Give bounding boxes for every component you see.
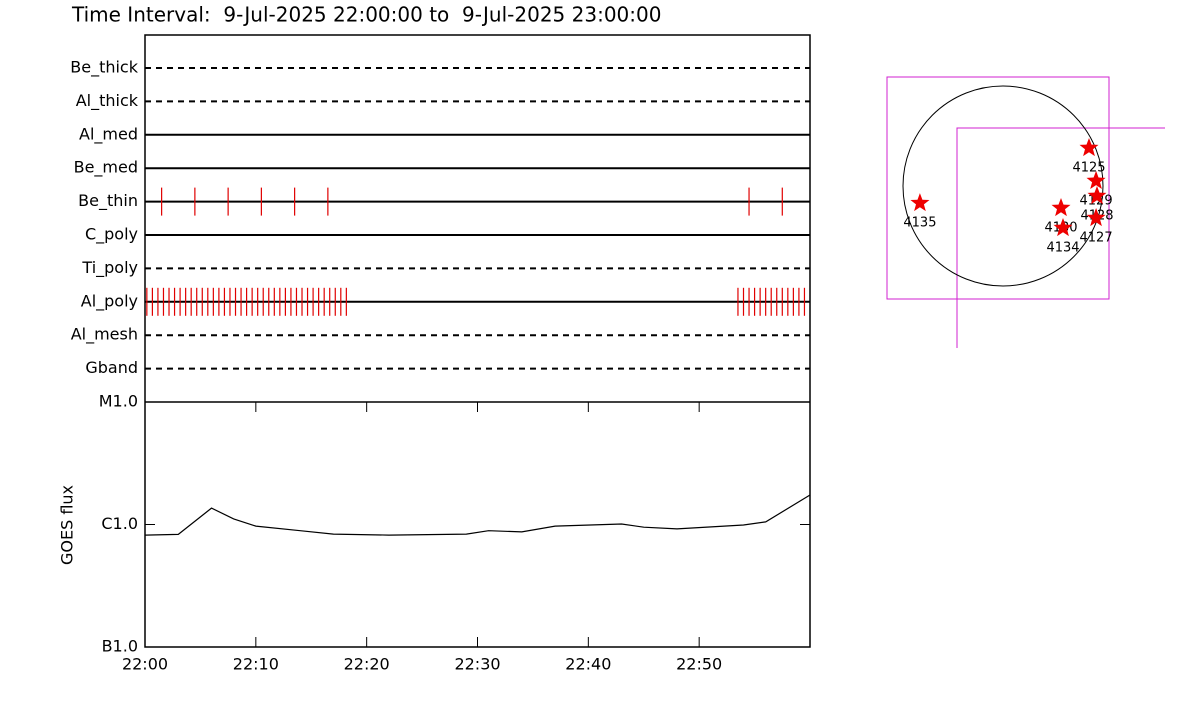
lane-label: Ti_poly [81,258,138,278]
region-label: 4129 [1080,193,1113,208]
chart-title: Time Interval: 9-Jul-2025 22:00:00 to 9-… [71,3,661,27]
region-marker [1053,218,1073,237]
lane-label: Al_mesh [71,325,138,345]
lane-label: Al_med [79,124,138,144]
y-tick-label: B1.0 [102,637,138,656]
region-marker [1087,186,1107,205]
lane-label: Be_thick [70,58,138,78]
region-marker [1086,208,1106,227]
lane-label: C_poly [85,225,138,245]
region-marker [1051,198,1071,217]
y-tick-label: M1.0 [99,392,138,411]
region-marker [910,193,930,212]
region-label: 4134 [1046,241,1079,256]
x-tick-label: 22:30 [454,655,500,674]
region-label: 4125 [1072,161,1105,176]
goes-line [144,494,811,536]
lane-label: Be_med [74,158,138,178]
region-label: 4135 [903,216,936,231]
region-marker [1079,138,1099,157]
region-marker [1086,170,1106,189]
region-label: 4127 [1080,231,1113,246]
lane-label: Be_thin [78,191,138,211]
fov-box [886,76,1110,300]
lane-label: Al_thick [76,91,139,111]
x-tick-label: 22:20 [344,655,390,674]
x-tick-label: 22:40 [565,655,611,674]
lane-label: Gband [85,358,138,377]
y-axis-label: GOES flux [58,485,77,565]
x-tick-label: 22:10 [233,655,279,674]
plot-frame [144,34,811,648]
x-tick-label: 22:00 [122,655,168,674]
fov-box [956,127,1165,348]
solar-disk [902,85,1104,287]
lane-label: Al_poly [81,291,138,311]
x-tick-label: 22:50 [676,655,722,674]
y-tick-label: C1.0 [101,514,138,533]
